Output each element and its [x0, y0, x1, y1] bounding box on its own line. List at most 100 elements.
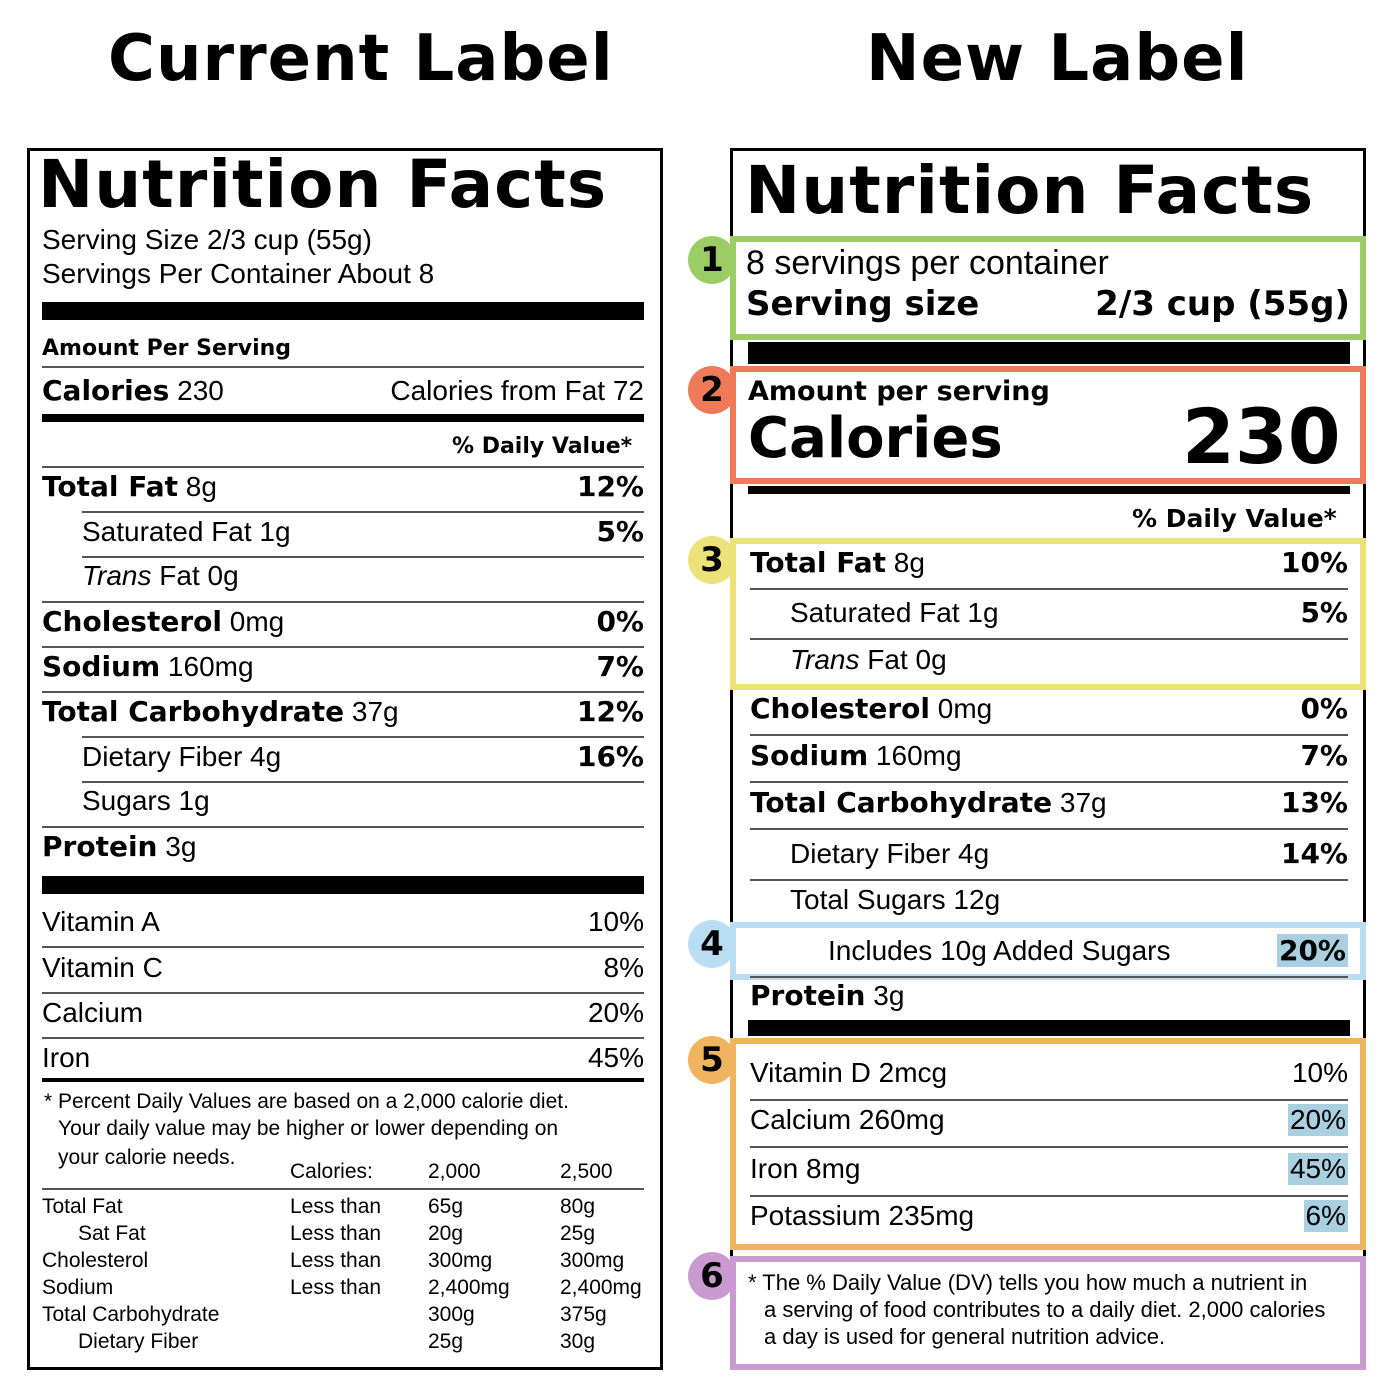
thick-rule [42, 302, 644, 320]
new-mineral-row: Potassium 235mg 6% [750, 1200, 1348, 1232]
new-nutrient-amount: 3g [865, 980, 905, 1011]
new-nutrient-amount: 12g [945, 884, 1001, 915]
new-nutrient-name: Sodium [750, 739, 869, 772]
current-nutrient-row: Sugars 1g [82, 785, 644, 817]
rule [42, 366, 644, 368]
current-table-cell: 300mg [428, 1249, 493, 1272]
current-nutrient-amount: 160mg [160, 651, 254, 682]
rule [750, 734, 1348, 736]
new-nutrient-label: Sodium 160mg [750, 739, 962, 772]
current-table-cell: 65g [428, 1195, 464, 1218]
new-nutrient-label: Cholesterol 0mg [750, 692, 992, 725]
callout-badge-2: 2 [688, 366, 736, 414]
new-nutrient-row: Sodium 160mg 7% [750, 739, 1348, 772]
current-nutrient-amount: 0g [199, 560, 239, 591]
callout-badge-5: 5 [688, 1036, 736, 1084]
current-nutrient-amount: 1g [170, 785, 210, 816]
current-nutrient-pct: 12% [576, 470, 644, 503]
current-table-cell: 25g [560, 1222, 596, 1245]
callout-frame-5 [730, 1038, 1366, 1250]
current-vitamin-pct: 45% [587, 1042, 644, 1073]
rule [750, 879, 1348, 881]
current-table-cell: Less than [290, 1222, 382, 1245]
current-nutrient-row: Total Fat 8g 12% [42, 470, 644, 503]
rule [750, 1099, 1348, 1101]
new-nutrient-name: Cholesterol [750, 692, 930, 725]
new-amount-per: Amount per serving [748, 376, 1050, 407]
new-calories-value: 230 [1182, 392, 1341, 481]
new-mineral-name: Iron 8mg [750, 1153, 861, 1184]
new-nutrient-amount: 37g [1052, 787, 1107, 818]
new-nutrient-pct: 14% [1280, 837, 1348, 870]
current-vitamin-name: Vitamin A [42, 906, 160, 937]
new-label-heading: New Label [866, 22, 1249, 96]
current-table-cell: 375g [560, 1303, 607, 1326]
new-nutrient-row: Cholesterol 0mg 0% [750, 692, 1348, 725]
new-nutrient-amount: 4g [950, 838, 990, 869]
current-table-cell: Less than [290, 1276, 382, 1299]
current-table-cell: 2,400mg [428, 1276, 510, 1299]
current-table-cell: Total Carbohydrate [42, 1303, 220, 1326]
new-nutrient-pct: 13% [1280, 786, 1348, 819]
current-footnote-2: Your daily value may be higher or lower … [58, 1117, 559, 1140]
rule [42, 992, 644, 994]
callout-frame-6 [730, 1256, 1366, 1370]
current-nutrient-label: Dietary Fiber 4g [82, 741, 281, 773]
current-table-cell: 300g [428, 1303, 475, 1326]
new-nutrient-label: Total Sugars 12g [790, 884, 1000, 916]
new-mineral-name: Calcium 260mg [750, 1104, 945, 1135]
current-nutrient-name: Saturated Fat [82, 516, 252, 547]
current-table-cell: Dietary Fiber [78, 1330, 199, 1353]
rule [750, 588, 1348, 590]
current-label-heading: Current Label [108, 22, 614, 96]
table-header-2000: 2,000 [428, 1160, 481, 1183]
table-header-2500: 2,500 [560, 1160, 613, 1183]
current-vitamin-row: Iron 45% [42, 1042, 644, 1074]
current-nutrient-label: Sodium 160mg [42, 650, 254, 683]
current-nutrient-amount: 4g [242, 741, 282, 772]
new-nutrient-italic: Trans [790, 644, 860, 675]
current-nutrient-label: Total Fat 8g [42, 470, 217, 503]
new-mineral-pct: 6% [1303, 1200, 1348, 1232]
current-dv-header: % Daily Value* [452, 434, 633, 459]
current-calories-row: Calories 230 Calories from Fat 72 [42, 374, 644, 407]
current-nutrient-amount: 37g [344, 696, 399, 727]
current-label-panel [27, 148, 663, 1370]
new-nutrient-name: Fat [867, 644, 908, 675]
callout-badge-4: 4 [688, 920, 736, 968]
current-nutrient-label: Protein 3g [42, 830, 196, 863]
new-footnote-1: * The % Daily Value (DV) tells you how m… [748, 1270, 1308, 1295]
current-nutrient-pct: 5% [596, 515, 644, 548]
new-nutrient-amount: 160mg [868, 740, 962, 771]
new-nutrient-row: Total Sugars 12g [790, 884, 1348, 916]
new-mineral-name: Vitamin D 2mcg [750, 1057, 948, 1088]
new-nutrient-amount: 1g [959, 597, 999, 628]
new-nutrient-name: Protein [750, 979, 866, 1012]
new-nutrient-row: Includes 10g Added Sugars 20% [828, 934, 1348, 967]
current-nutrient-label: Saturated Fat 1g [82, 516, 291, 548]
rule [42, 1188, 644, 1190]
new-mineral-row: Vitamin D 2mcg 10% [750, 1057, 1348, 1089]
new-nutrient-name: Total Sugars [790, 884, 946, 915]
rule [750, 828, 1348, 830]
current-nutrient-name: Fat [159, 560, 200, 591]
medium-rule [42, 1078, 644, 1082]
current-vitamin-row: Calcium 20% [42, 997, 644, 1029]
current-table-cell: Sat Fat [78, 1222, 146, 1245]
current-table-cell: Less than [290, 1195, 382, 1218]
current-nutrient-row: Cholesterol 0mg 0% [42, 605, 644, 638]
current-table-cell: 2,400mg [560, 1276, 642, 1299]
new-nutrient-label: Total Fat 8g [750, 546, 925, 579]
new-nutrient-label: Dietary Fiber 4g [790, 838, 989, 870]
rule [42, 601, 644, 603]
current-nutrient-label: Cholesterol 0mg [42, 605, 284, 638]
new-footnote-2: a serving of food contributes to a daily… [764, 1297, 1326, 1322]
current-table-cell: 20g [428, 1222, 464, 1245]
rule [750, 781, 1348, 783]
current-vitamin-name: Vitamin C [42, 952, 163, 983]
current-nutrient-row: Dietary Fiber 4g 16% [82, 740, 644, 773]
new-nutrient-pct: 0% [1300, 692, 1348, 725]
new-nutrient-amount: 0g [907, 644, 947, 675]
current-nutrient-name: Total Carbohydrate [42, 695, 345, 728]
new-mineral-pct: 20% [1287, 1104, 1348, 1136]
